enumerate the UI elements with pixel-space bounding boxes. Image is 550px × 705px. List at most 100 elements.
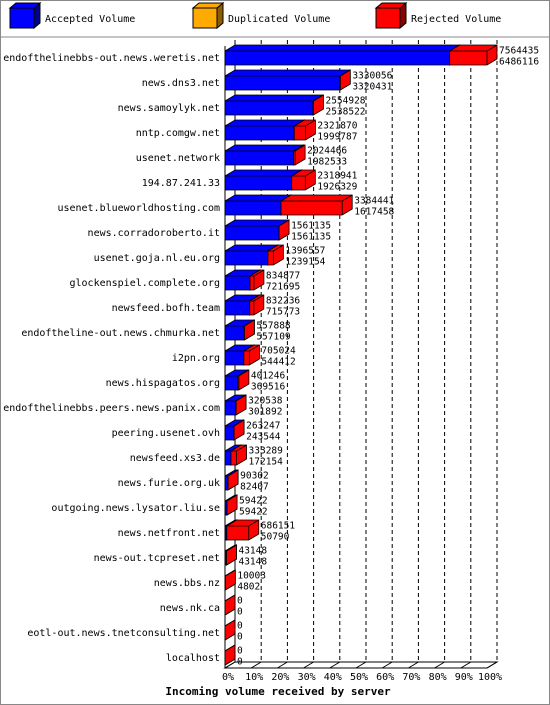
accepted-label: 1239154: [285, 257, 325, 268]
total-label: 2318941: [317, 171, 357, 182]
y-tick-label: 194.87.241.33: [142, 178, 220, 189]
accepted-label: 3320431: [352, 82, 392, 93]
accepted-label: 0: [237, 632, 243, 643]
total-label: 0: [237, 646, 243, 657]
x-tick-label: 80%: [429, 672, 447, 683]
y-tick-label: news.corradoroberto.it: [88, 228, 220, 239]
accepted-label: 0: [237, 607, 243, 618]
x-tick: [329, 661, 341, 669]
x-axis-label: Incoming volume received by server: [165, 685, 391, 698]
total-label: 263247: [246, 421, 280, 432]
total-label: 1561135: [291, 221, 331, 232]
legend-label: Accepted Volume: [45, 14, 135, 25]
y-tick-label: eotl-out.news.tnetconsulting.net: [27, 628, 220, 639]
total-label: 1396557: [285, 246, 325, 257]
accepted-label: 1926329: [317, 182, 357, 193]
total-label: 320538: [248, 396, 283, 407]
bar-segment: [224, 594, 236, 616]
x-tick-label: 10%: [245, 672, 263, 683]
accepted-label: 172154: [249, 457, 284, 468]
legend-swatch: [375, 7, 401, 29]
x-tick: [434, 661, 445, 669]
x-tick-label: 50%: [350, 672, 368, 683]
legend-label: Duplicated Volume: [228, 14, 330, 25]
y-tick-label: i2pn.org: [172, 353, 220, 364]
legend-label: Rejected Volume: [411, 14, 501, 25]
bar-segment: [449, 44, 498, 66]
y-tick-label: news.nk.ca: [160, 603, 220, 614]
x-tick: [355, 661, 367, 669]
x-tick-label: 30%: [298, 672, 316, 683]
accepted-label: 43148: [238, 557, 267, 568]
accepted-label: 6486116: [499, 57, 539, 68]
bar-segment: [224, 69, 351, 91]
y-tick-label: usenet.goja.nl.eu.org: [94, 253, 220, 264]
y-tick-label: usenet.network: [136, 153, 220, 164]
x-tick: [224, 661, 236, 669]
y-tick-label: peering.usenet.ovh: [112, 428, 220, 439]
x-tick: [303, 661, 314, 669]
accepted-label: 369516: [251, 382, 286, 393]
total-label: 2024466: [307, 146, 347, 157]
bar-segment: [278, 219, 290, 241]
y-tick-label: endofthelinebbs-out.news.weretis.net: [3, 53, 220, 64]
legend-swatch: [192, 7, 218, 29]
x-tick-label: 40%: [324, 672, 342, 683]
accepted-label: 82407: [240, 482, 269, 493]
x-tick: [408, 661, 419, 669]
accepted-label: 1999787: [317, 132, 357, 143]
x-tick-label: 100%: [478, 672, 502, 683]
y-tick-label: glockenspiel.complete.org: [69, 278, 220, 289]
y-tick-label: endoftheline-out.news.chmurka.net: [21, 328, 220, 339]
accepted-label: 1982533: [307, 157, 347, 168]
accepted-label: 4802: [237, 582, 260, 593]
bar-segment: [224, 44, 461, 66]
x-tick: [381, 661, 393, 669]
bar-segment: [226, 544, 237, 566]
accepted-label: 544412: [261, 357, 295, 368]
accepted-label: 59422: [239, 507, 268, 518]
accepted-label: 301892: [248, 407, 282, 418]
total-label: 686151: [261, 521, 296, 532]
total-label: 7564435: [499, 46, 539, 57]
total-label: 90302: [240, 471, 269, 482]
y-tick-label: news.netfront.net: [118, 528, 220, 539]
total-label: 705024: [261, 346, 296, 357]
bar-segment: [224, 169, 303, 191]
legend-swatch: [9, 7, 35, 29]
x-tick: [486, 661, 498, 669]
x-tick-label: 70%: [402, 672, 420, 683]
total-label: 0: [237, 596, 243, 607]
bar-segment: [280, 194, 353, 216]
x-tick-label: 0%: [222, 672, 234, 683]
y-tick-label: news.furie.org.uk: [118, 478, 220, 489]
total-label: 3384441: [354, 196, 394, 207]
y-tick-label: news.dns3.net: [142, 78, 220, 89]
accepted-label: 50790: [261, 532, 290, 543]
x-tick-label: 20%: [271, 672, 289, 683]
y-tick-label: newsfeed.xs3.de: [130, 453, 220, 464]
bar-segment: [224, 619, 236, 641]
y-tick-label: nntp.comgw.net: [136, 128, 220, 139]
total-label: 832236: [266, 296, 301, 307]
total-label: 3330056: [352, 71, 392, 82]
x-tick-label: 90%: [455, 672, 473, 683]
x-tick: [460, 661, 472, 669]
accepted-label: 243544: [246, 432, 281, 443]
bar-segment: [224, 119, 305, 141]
x-tick: [277, 661, 288, 669]
accepted-label: 0: [237, 657, 243, 668]
bar-segment: [224, 644, 236, 666]
y-tick-label: newsfeed.bofh.team: [112, 303, 220, 314]
accepted-label: 2538522: [325, 107, 365, 118]
total-label: 2321870: [317, 121, 357, 132]
y-tick-label: usenet.blueworldhosting.com: [57, 203, 220, 214]
y-tick-label: news-out.tcpreset.net: [94, 553, 220, 564]
total-label: 401246: [251, 371, 286, 382]
x-tick: [250, 661, 262, 669]
accepted-label: 557109: [256, 332, 291, 343]
accepted-label: 1561135: [291, 232, 331, 243]
y-tick-label: news.hispagatos.org: [106, 378, 220, 389]
y-tick-label: endofthelinebbs.peers.news.panix.com: [3, 403, 220, 414]
